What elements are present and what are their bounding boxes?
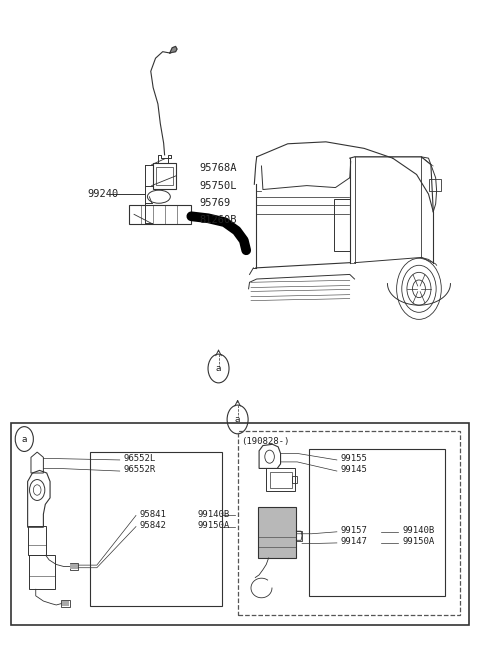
Text: 99140B: 99140B bbox=[197, 510, 229, 519]
Bar bbox=[61, 600, 70, 607]
Text: 95842: 95842 bbox=[140, 521, 167, 530]
Bar bbox=[291, 476, 297, 483]
Text: a: a bbox=[22, 434, 27, 443]
Bar bbox=[61, 601, 69, 606]
Text: 99147: 99147 bbox=[340, 537, 367, 546]
Text: 99157: 99157 bbox=[340, 526, 367, 535]
Bar bbox=[156, 167, 173, 185]
Bar bbox=[70, 564, 78, 569]
Text: 99155: 99155 bbox=[340, 454, 367, 463]
Bar bbox=[28, 526, 46, 556]
Text: 95769: 95769 bbox=[199, 197, 231, 207]
Text: 95841: 95841 bbox=[140, 510, 167, 519]
Text: 81260B: 81260B bbox=[199, 215, 237, 225]
Bar bbox=[90, 452, 222, 605]
Text: 99145: 99145 bbox=[340, 465, 367, 474]
Polygon shape bbox=[170, 47, 177, 53]
Text: 99140B: 99140B bbox=[402, 526, 434, 535]
Bar bbox=[258, 507, 296, 558]
Bar bbox=[335, 199, 350, 251]
Bar bbox=[296, 531, 302, 541]
Text: 99150A: 99150A bbox=[402, 537, 434, 546]
Bar bbox=[238, 431, 459, 615]
Text: (190828-): (190828-) bbox=[241, 437, 290, 446]
Bar bbox=[266, 468, 295, 491]
Text: 95750L: 95750L bbox=[199, 180, 237, 191]
Text: 99240: 99240 bbox=[87, 189, 119, 199]
Text: 95768A: 95768A bbox=[199, 163, 237, 173]
Bar bbox=[70, 563, 78, 569]
Text: a: a bbox=[216, 364, 221, 373]
Text: 96552L: 96552L bbox=[123, 454, 156, 463]
Text: a: a bbox=[235, 415, 240, 424]
Bar bbox=[270, 472, 291, 488]
Bar bbox=[309, 449, 445, 596]
Bar bbox=[429, 179, 441, 191]
Bar bbox=[11, 422, 469, 625]
Text: 96552R: 96552R bbox=[123, 465, 156, 474]
Text: 99150A: 99150A bbox=[197, 521, 229, 530]
Bar bbox=[153, 163, 176, 189]
Bar bbox=[129, 205, 192, 224]
Bar bbox=[29, 556, 55, 589]
